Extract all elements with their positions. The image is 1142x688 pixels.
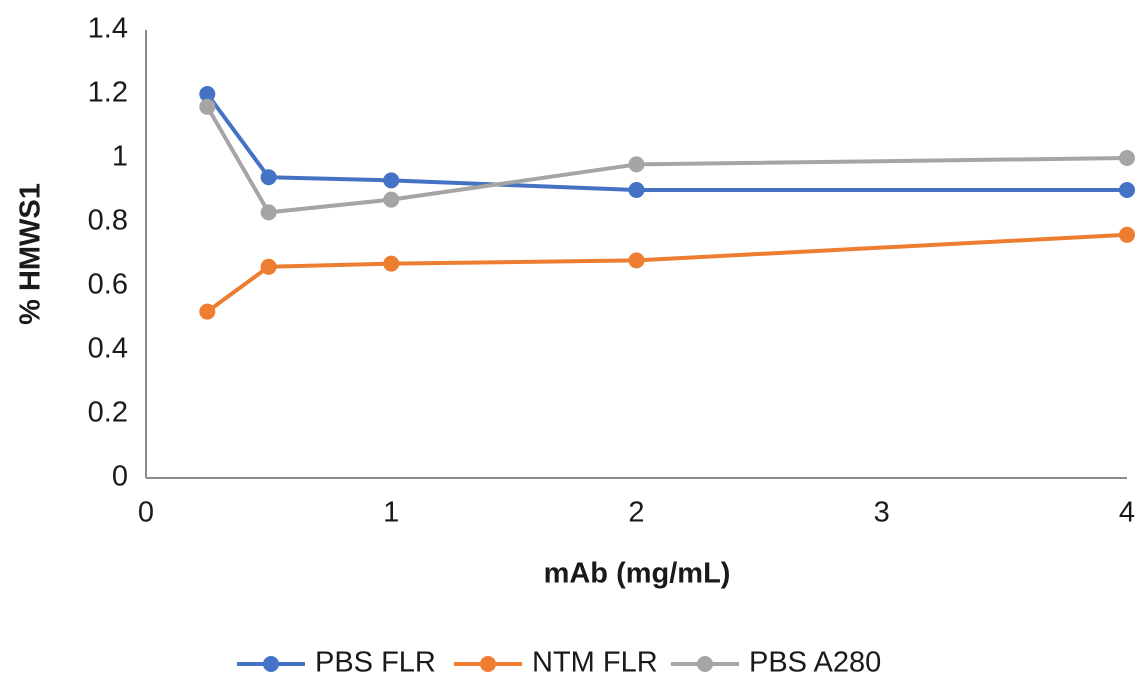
series-line bbox=[205, 105, 1128, 215]
data-point bbox=[1119, 226, 1135, 243]
data-point bbox=[260, 258, 277, 275]
data-point bbox=[383, 191, 400, 208]
x-axis-title: mAb (mg/mL) bbox=[544, 558, 731, 590]
x-tick-label: 3 bbox=[874, 497, 890, 529]
x-tick-label: 4 bbox=[1119, 497, 1135, 529]
data-point bbox=[260, 169, 277, 186]
y-tick-label: 1 bbox=[112, 141, 128, 173]
y-tick-label: 0.8 bbox=[88, 205, 128, 237]
data-point bbox=[1119, 182, 1135, 198]
data-point bbox=[260, 204, 277, 221]
data-point bbox=[383, 172, 400, 189]
legend-swatch-marker bbox=[480, 656, 496, 672]
data-point bbox=[628, 252, 645, 269]
y-tick-label: 0.2 bbox=[88, 397, 128, 429]
y-tick-label: 0.4 bbox=[88, 333, 128, 365]
data-point bbox=[628, 182, 645, 198]
x-tick-label: 2 bbox=[628, 497, 644, 529]
legend-label: NTM FLR bbox=[532, 647, 658, 679]
series-line bbox=[205, 92, 1127, 192]
data-point bbox=[1119, 150, 1135, 166]
y-tick-label: 1.4 bbox=[88, 13, 128, 45]
data-point bbox=[383, 255, 400, 272]
series-line bbox=[206, 232, 1128, 314]
data-point bbox=[199, 303, 216, 320]
data-point bbox=[628, 156, 645, 173]
data-point bbox=[199, 86, 216, 102]
y-axis-title: % HMWS1 bbox=[15, 183, 47, 325]
x-tick-label: 1 bbox=[383, 497, 399, 529]
y-tick-label: 1.2 bbox=[88, 77, 128, 109]
legend-label: PBS FLR bbox=[315, 647, 436, 679]
y-tick-label: 0 bbox=[112, 461, 128, 493]
legend-label: PBS A280 bbox=[749, 647, 881, 679]
legend-swatch-marker bbox=[263, 656, 279, 672]
legend-swatch-marker bbox=[697, 656, 713, 672]
y-tick-label: 0.6 bbox=[88, 269, 128, 301]
x-tick-label: 0 bbox=[138, 497, 154, 529]
data-point bbox=[199, 98, 216, 115]
